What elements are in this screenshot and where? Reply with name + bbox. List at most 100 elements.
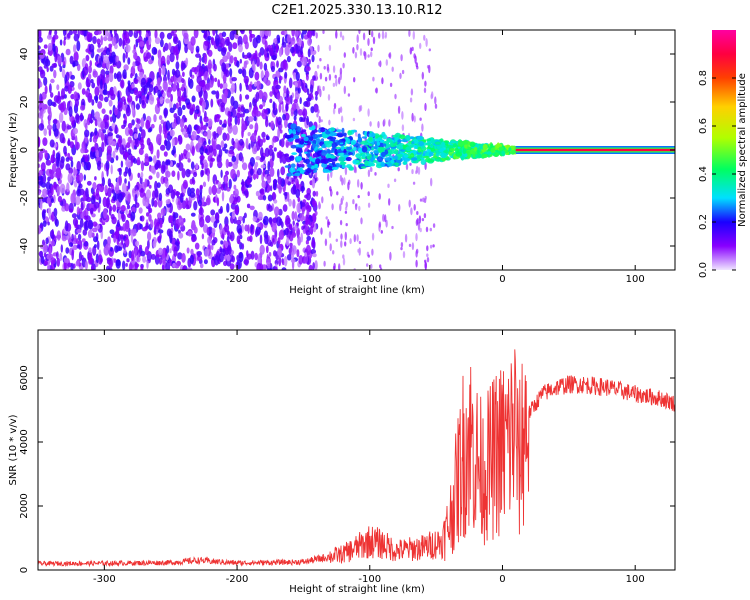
spectrogram-cell — [202, 124, 207, 131]
spectrogram-cell — [207, 243, 211, 250]
spectrogram-cell — [249, 205, 255, 211]
spectrogram-cell — [59, 159, 65, 169]
spectrogram-cell — [342, 62, 345, 69]
spectrogram-cell — [319, 58, 322, 62]
spectrogram-cell — [269, 241, 274, 247]
spectrogram-cell — [52, 43, 56, 52]
spectrogram-cell — [390, 159, 395, 164]
spectrogram-cell — [74, 234, 77, 243]
spectrogram-cell — [306, 97, 312, 102]
spectrogram-cell — [357, 137, 363, 143]
spectrogram-cell — [90, 79, 94, 84]
spectrogram-cell — [204, 70, 209, 81]
spectrogram-cell — [261, 180, 267, 189]
spectrogram-cell — [371, 232, 375, 241]
spectrogram-cell — [283, 134, 286, 140]
spectrogram-cell — [414, 55, 417, 64]
spectrogram-cell — [335, 78, 338, 87]
spectrogram-cell — [338, 263, 341, 270]
spectrogram-cell — [275, 70, 281, 78]
spectrogram-cell — [290, 46, 295, 54]
spectrogram-cell — [249, 32, 253, 43]
spectrogram-cell — [302, 108, 308, 118]
spectrogram-cell — [139, 96, 142, 105]
spectrogram-cell — [385, 219, 388, 228]
y-tick-label: 6000 — [19, 365, 30, 390]
spectrogram-cell — [353, 160, 360, 164]
spectrogram-cell — [247, 84, 253, 92]
spectrogram-cell — [207, 172, 210, 182]
spectrogram-cell — [172, 262, 176, 268]
spectrogram-cell — [335, 30, 338, 39]
spectrogram-cell — [200, 169, 204, 178]
spectrogram-cell — [482, 143, 488, 151]
spectrogram-cell — [114, 107, 118, 116]
spectrogram-cell — [367, 191, 370, 197]
spectrogram-cell — [249, 235, 253, 243]
spectrogram-cell — [424, 157, 432, 163]
spectrogram-cell — [293, 115, 297, 121]
spectrogram-cell — [92, 70, 98, 78]
spectrogram-cell — [98, 128, 102, 138]
spectrogram-cell — [327, 173, 330, 182]
spectrogram-cell — [248, 106, 252, 113]
spectrogram-cell — [140, 143, 145, 150]
spectrogram-cell — [157, 236, 160, 243]
spectrogram-cell — [122, 69, 127, 79]
spectrogram-cell — [175, 102, 179, 109]
spectrogram-cell — [289, 242, 293, 248]
spectrogram-cell — [419, 227, 422, 233]
spectrogram-cell — [69, 141, 75, 149]
spectrogram-cell — [322, 30, 325, 34]
spectrogram-cell — [122, 182, 127, 194]
spectrogram-cell — [138, 244, 143, 249]
spectrogram-cell — [462, 148, 467, 155]
spectrogram-cell — [104, 185, 108, 194]
spectrogram-cell — [76, 244, 81, 249]
spectrogram-cell — [186, 127, 190, 135]
spectrogram-cell — [210, 157, 216, 162]
spectrogram-cell — [194, 242, 200, 250]
spectrogram-cell — [130, 73, 133, 79]
spectrogram-cell — [43, 44, 48, 49]
spectrogram-cell — [206, 227, 210, 236]
spectrogram-cell — [296, 249, 300, 258]
spectrogram-cell — [257, 253, 261, 264]
spectrogram-cell — [80, 104, 86, 111]
spectrogram-cell — [429, 244, 433, 249]
spectrogram-cell — [170, 76, 174, 83]
spectrogram-cell — [222, 81, 228, 90]
spectrogram-y-label: Frequency (Hz) — [8, 112, 19, 188]
spectrogram-cell — [408, 199, 411, 208]
snr-y-ticks: 0 2000 4000 6000 — [19, 365, 675, 573]
spectrogram-cell — [153, 225, 157, 236]
spectrogram-cell — [347, 181, 350, 191]
spectrogram-cell — [213, 63, 217, 72]
spectrogram-cell — [88, 65, 92, 74]
spectrogram-cell — [250, 250, 255, 260]
spectrogram-cell — [356, 34, 359, 43]
spectrogram-cell — [304, 252, 307, 257]
spectrogram-cell — [236, 259, 242, 270]
spectrogram-cell — [289, 155, 295, 161]
spectrogram-cell — [252, 145, 258, 155]
spectrogram-cell — [323, 260, 326, 267]
spectrogram-cell — [338, 76, 341, 85]
spectrogram-cell — [263, 215, 269, 226]
spectrogram-cell — [129, 129, 134, 137]
spectrogram-cell — [53, 207, 58, 217]
spectrogram-cell — [312, 253, 317, 258]
spectrogram-cell — [140, 171, 144, 179]
spectrogram-cell — [409, 97, 413, 103]
spectrogram-cell — [369, 121, 372, 127]
spectrogram-cell — [108, 99, 113, 107]
spectrogram-cell — [314, 163, 319, 167]
spectrogram-cell — [186, 267, 193, 270]
spectrogram-cell — [181, 83, 185, 92]
spectrogram-cell — [264, 70, 270, 79]
spectrogram-cell — [56, 84, 60, 91]
spectrogram-cell — [185, 204, 190, 210]
spectrogram-cell — [293, 134, 299, 140]
spectrogram-cell — [173, 113, 178, 119]
spectrogram-cell — [219, 205, 223, 214]
